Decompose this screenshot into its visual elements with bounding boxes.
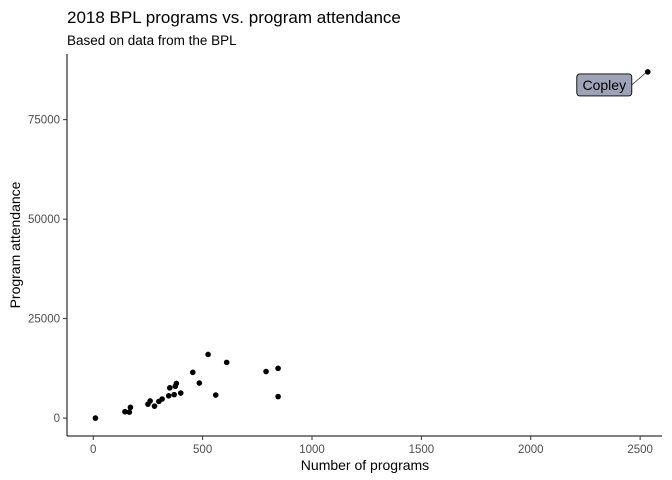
data-point: [165, 393, 172, 399]
y-tick-label: 50000: [28, 214, 60, 226]
x-axis-ticks: 0 500 1000 1500 2000 2500: [90, 436, 653, 456]
data-point: [263, 368, 269, 375]
x-axis-title: Number of programs: [301, 457, 429, 473]
data-point: [159, 396, 165, 402]
data-point: [122, 408, 128, 415]
x-tick-label: 2500: [627, 444, 653, 456]
data-point: [205, 351, 211, 358]
x-tick-label: 2000: [518, 444, 544, 456]
data-point: [147, 398, 153, 404]
annotation-leader-line: [631, 72, 646, 86]
annotation-label-box: [576, 73, 633, 97]
data-point: [151, 403, 158, 409]
chart-title: 2018 BPL programs vs. program attendance: [67, 8, 401, 27]
data-point: [196, 380, 203, 386]
y-axis-ticks: 0 25000 50000 75000: [28, 115, 67, 425]
data-point: [173, 380, 180, 387]
data-point: [275, 393, 281, 400]
y-tick-label: 25000: [28, 314, 60, 326]
annotation-copley: Copley: [576, 72, 646, 97]
data-point: [189, 369, 196, 376]
data-point: [167, 385, 173, 391]
point-annotations: Copley: [576, 72, 646, 97]
x-tick-label: 1500: [409, 444, 435, 456]
chart-subtitle: Based on data from the BPL: [67, 33, 237, 48]
data-points: [92, 69, 651, 421]
data-point: [223, 359, 230, 366]
data-point: [126, 409, 133, 415]
x-tick-label: 0: [90, 444, 96, 456]
data-point: [177, 390, 184, 396]
y-tick-label: 0: [54, 413, 60, 425]
data-point: [644, 69, 651, 75]
annotation-label: Copley: [582, 77, 626, 93]
data-point: [92, 415, 99, 421]
y-axis-title: Program attendance: [7, 181, 23, 308]
data-point: [171, 391, 177, 398]
y-tick-label: 75000: [28, 115, 60, 127]
x-tick-label: 500: [193, 444, 212, 456]
x-tick-label: 1000: [299, 444, 325, 456]
data-point: [275, 365, 281, 372]
data-point: [212, 392, 219, 398]
data-point: [127, 404, 134, 411]
